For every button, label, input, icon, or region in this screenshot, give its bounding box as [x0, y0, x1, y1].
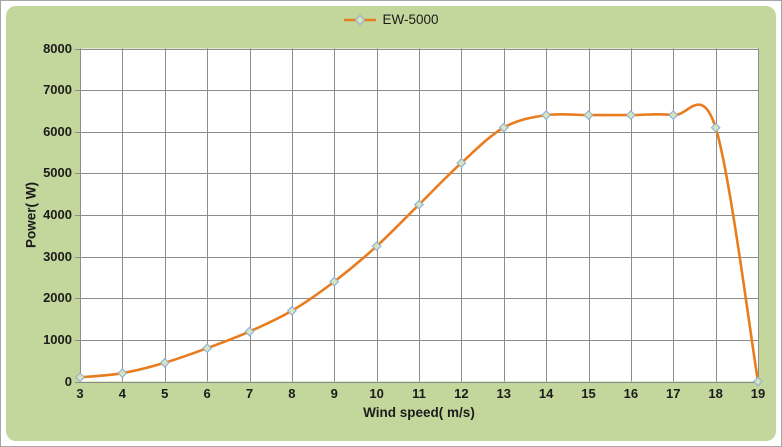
legend-label: EW-5000: [382, 12, 439, 27]
x-axis-title: Wind speed( m/s): [363, 405, 475, 420]
x-tick-label: 3: [76, 386, 84, 401]
x-tick-label: 16: [623, 386, 639, 401]
x-tick-label: 9: [330, 386, 338, 401]
legend: EW-5000: [1, 12, 781, 28]
legend-series-marker-icon: [344, 14, 377, 26]
x-tick-label: 11: [412, 386, 426, 401]
y-tick-label: 6000: [43, 123, 72, 139]
x-tick-label: 6: [203, 386, 211, 401]
y-tick-label: 3000: [43, 248, 72, 264]
y-tick-label: 8000: [43, 40, 72, 56]
x-tick-label: 15: [581, 386, 596, 401]
x-tick-label: 5: [161, 386, 169, 401]
y-tick-label: 7000: [43, 82, 72, 98]
y-tick-label: 4000: [43, 207, 72, 222]
y-tick-label: 2000: [43, 290, 72, 306]
x-tick-label: 18: [708, 386, 723, 401]
x-tick-label: 10: [369, 386, 384, 401]
x-tick-label: 14: [538, 386, 554, 401]
series-markers: [74, 110, 764, 387]
x-tick-label: 13: [496, 386, 511, 401]
x-tick-label: 19: [750, 386, 766, 401]
y-tick-label: 0: [64, 373, 72, 389]
x-tick-label: 4: [118, 386, 126, 401]
x-tick-label: 8: [288, 386, 296, 401]
y-axis-title: Power( W): [23, 182, 39, 248]
x-tick-label: 12: [454, 386, 469, 401]
x-tick-label: 7: [245, 386, 254, 401]
y-tick-label: 5000: [43, 165, 72, 181]
x-tick-label: 17: [666, 386, 681, 401]
y-tick-label: 1000: [43, 331, 72, 347]
